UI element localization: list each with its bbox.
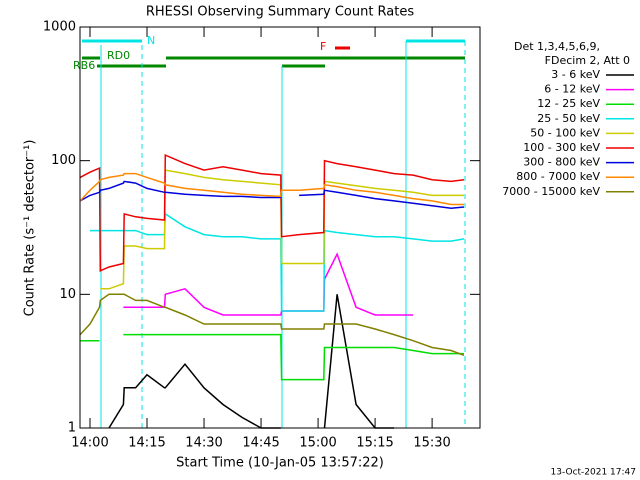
series-line: [100, 169, 464, 290]
legend-label: 50 - 100 keV: [530, 126, 600, 139]
y-tick-label: 1000: [43, 20, 76, 35]
series-line: [79, 180, 465, 210]
y-axis-label: Count Rate (s⁻¹ detector⁻¹): [23, 140, 38, 317]
legend-header: Det 1,3,4,5,6,9,: [514, 40, 600, 53]
x-tick-label: 15:00: [299, 436, 336, 451]
legend-label: 25 - 50 keV: [537, 112, 600, 125]
flag-label: RB6: [73, 59, 95, 72]
legend-label: 3 - 6 keV: [551, 68, 600, 81]
legend-header: FDecim 2, Att 0: [545, 54, 630, 67]
plot-frame: [79, 26, 481, 429]
series-line: [123, 252, 414, 316]
legend-label: 6 - 12 keV: [544, 83, 600, 96]
legend-label: 12 - 25 keV: [537, 97, 600, 110]
series-line: [79, 153, 465, 272]
legend-label: 7000 - 15000 keV: [502, 185, 600, 198]
legend-label: 300 - 800 keV: [523, 156, 600, 169]
footer: 13-Oct-2021 17:47: [551, 468, 636, 478]
x-tick-label: 14:45: [242, 436, 279, 451]
x-tick-label: 14:15: [128, 436, 165, 451]
y-tick-label: 10: [59, 287, 76, 302]
legend-label: 100 - 300 keV: [523, 141, 600, 154]
flag-label: RD0: [107, 49, 130, 62]
x-tick-label: 14:30: [185, 436, 222, 451]
x-axis-label: Start Time (10-Jan-05 13:57:22): [176, 456, 384, 471]
series-line: [79, 172, 464, 206]
flags: N RD0 RB6 F: [73, 34, 465, 72]
x-tick-label: 15:30: [413, 436, 450, 451]
flag-label: F: [320, 40, 326, 53]
series-line: [79, 293, 465, 357]
x-tick-label: 14:00: [71, 436, 108, 451]
y-tick-label: 100: [51, 153, 76, 168]
legend-label: 800 - 7000 keV: [516, 170, 600, 183]
chart-title: RHESSI Observing Summary Count Rates: [146, 5, 415, 20]
flag-label: N: [147, 34, 155, 47]
series-line: [80, 333, 464, 381]
y-tick-label: 1: [68, 421, 76, 436]
x-tick-label: 15:15: [356, 436, 393, 451]
